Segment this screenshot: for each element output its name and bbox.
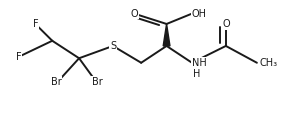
Polygon shape	[163, 24, 170, 46]
Text: Br: Br	[92, 77, 103, 86]
Text: Br: Br	[51, 77, 62, 86]
Text: NH: NH	[192, 58, 207, 68]
Text: F: F	[33, 19, 38, 29]
Text: O: O	[130, 9, 138, 19]
Text: OH: OH	[192, 9, 207, 19]
Text: NH: NH	[192, 58, 207, 68]
Text: O: O	[222, 19, 230, 29]
Text: CH₃: CH₃	[260, 58, 278, 68]
Text: S: S	[110, 41, 116, 51]
Text: H: H	[194, 69, 201, 79]
Text: F: F	[16, 52, 21, 62]
